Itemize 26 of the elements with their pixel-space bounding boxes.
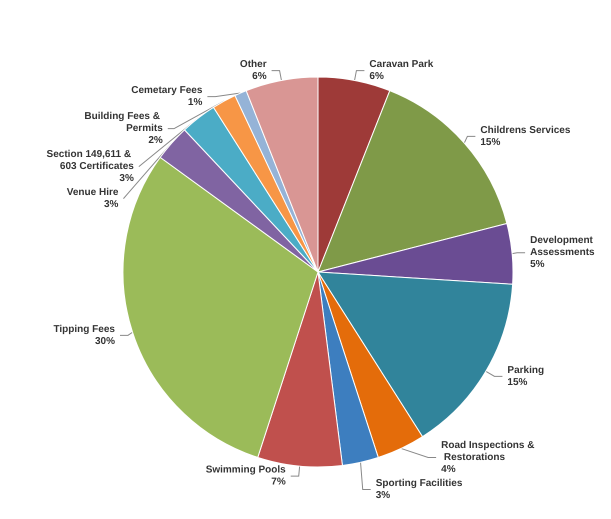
slice-label: Building Fees & Permits bbox=[84, 111, 164, 134]
data-label: 15% bbox=[480, 136, 500, 148]
data-label: 2% bbox=[148, 135, 163, 146]
data-label: 3% bbox=[119, 173, 134, 184]
data-label: 5% bbox=[530, 259, 545, 270]
slice-label: Swimming Pools bbox=[206, 464, 286, 476]
data-label: 30% bbox=[94, 336, 116, 347]
data-label: 3% bbox=[376, 490, 390, 501]
data-label: 3% bbox=[104, 199, 119, 210]
data-label: 7% bbox=[271, 476, 286, 488]
slice-label: Caravan Park bbox=[369, 59, 434, 70]
data-label: 1% bbox=[188, 97, 202, 108]
slice-label: Development Assessments bbox=[530, 235, 596, 258]
data-label: 6% bbox=[369, 71, 384, 82]
data-label: 4% bbox=[441, 464, 456, 475]
slice-label: Other bbox=[240, 59, 267, 70]
slice-label: Venue Hire bbox=[66, 187, 119, 198]
slice-label: Childrens Services bbox=[480, 124, 571, 136]
slice-label: Sporting Facilities bbox=[376, 478, 463, 489]
slice-label: Cemetary Fees bbox=[131, 85, 203, 96]
data-label: 15% bbox=[507, 376, 528, 388]
slice-label: Section 149,611 & 603 Certificates bbox=[46, 149, 134, 172]
slice-label: Parking bbox=[507, 364, 544, 376]
slice-label: Tipping Fees bbox=[53, 324, 116, 335]
data-label: 6% bbox=[252, 71, 267, 82]
slice-label: Road Inspections & Restorations bbox=[441, 440, 534, 463]
